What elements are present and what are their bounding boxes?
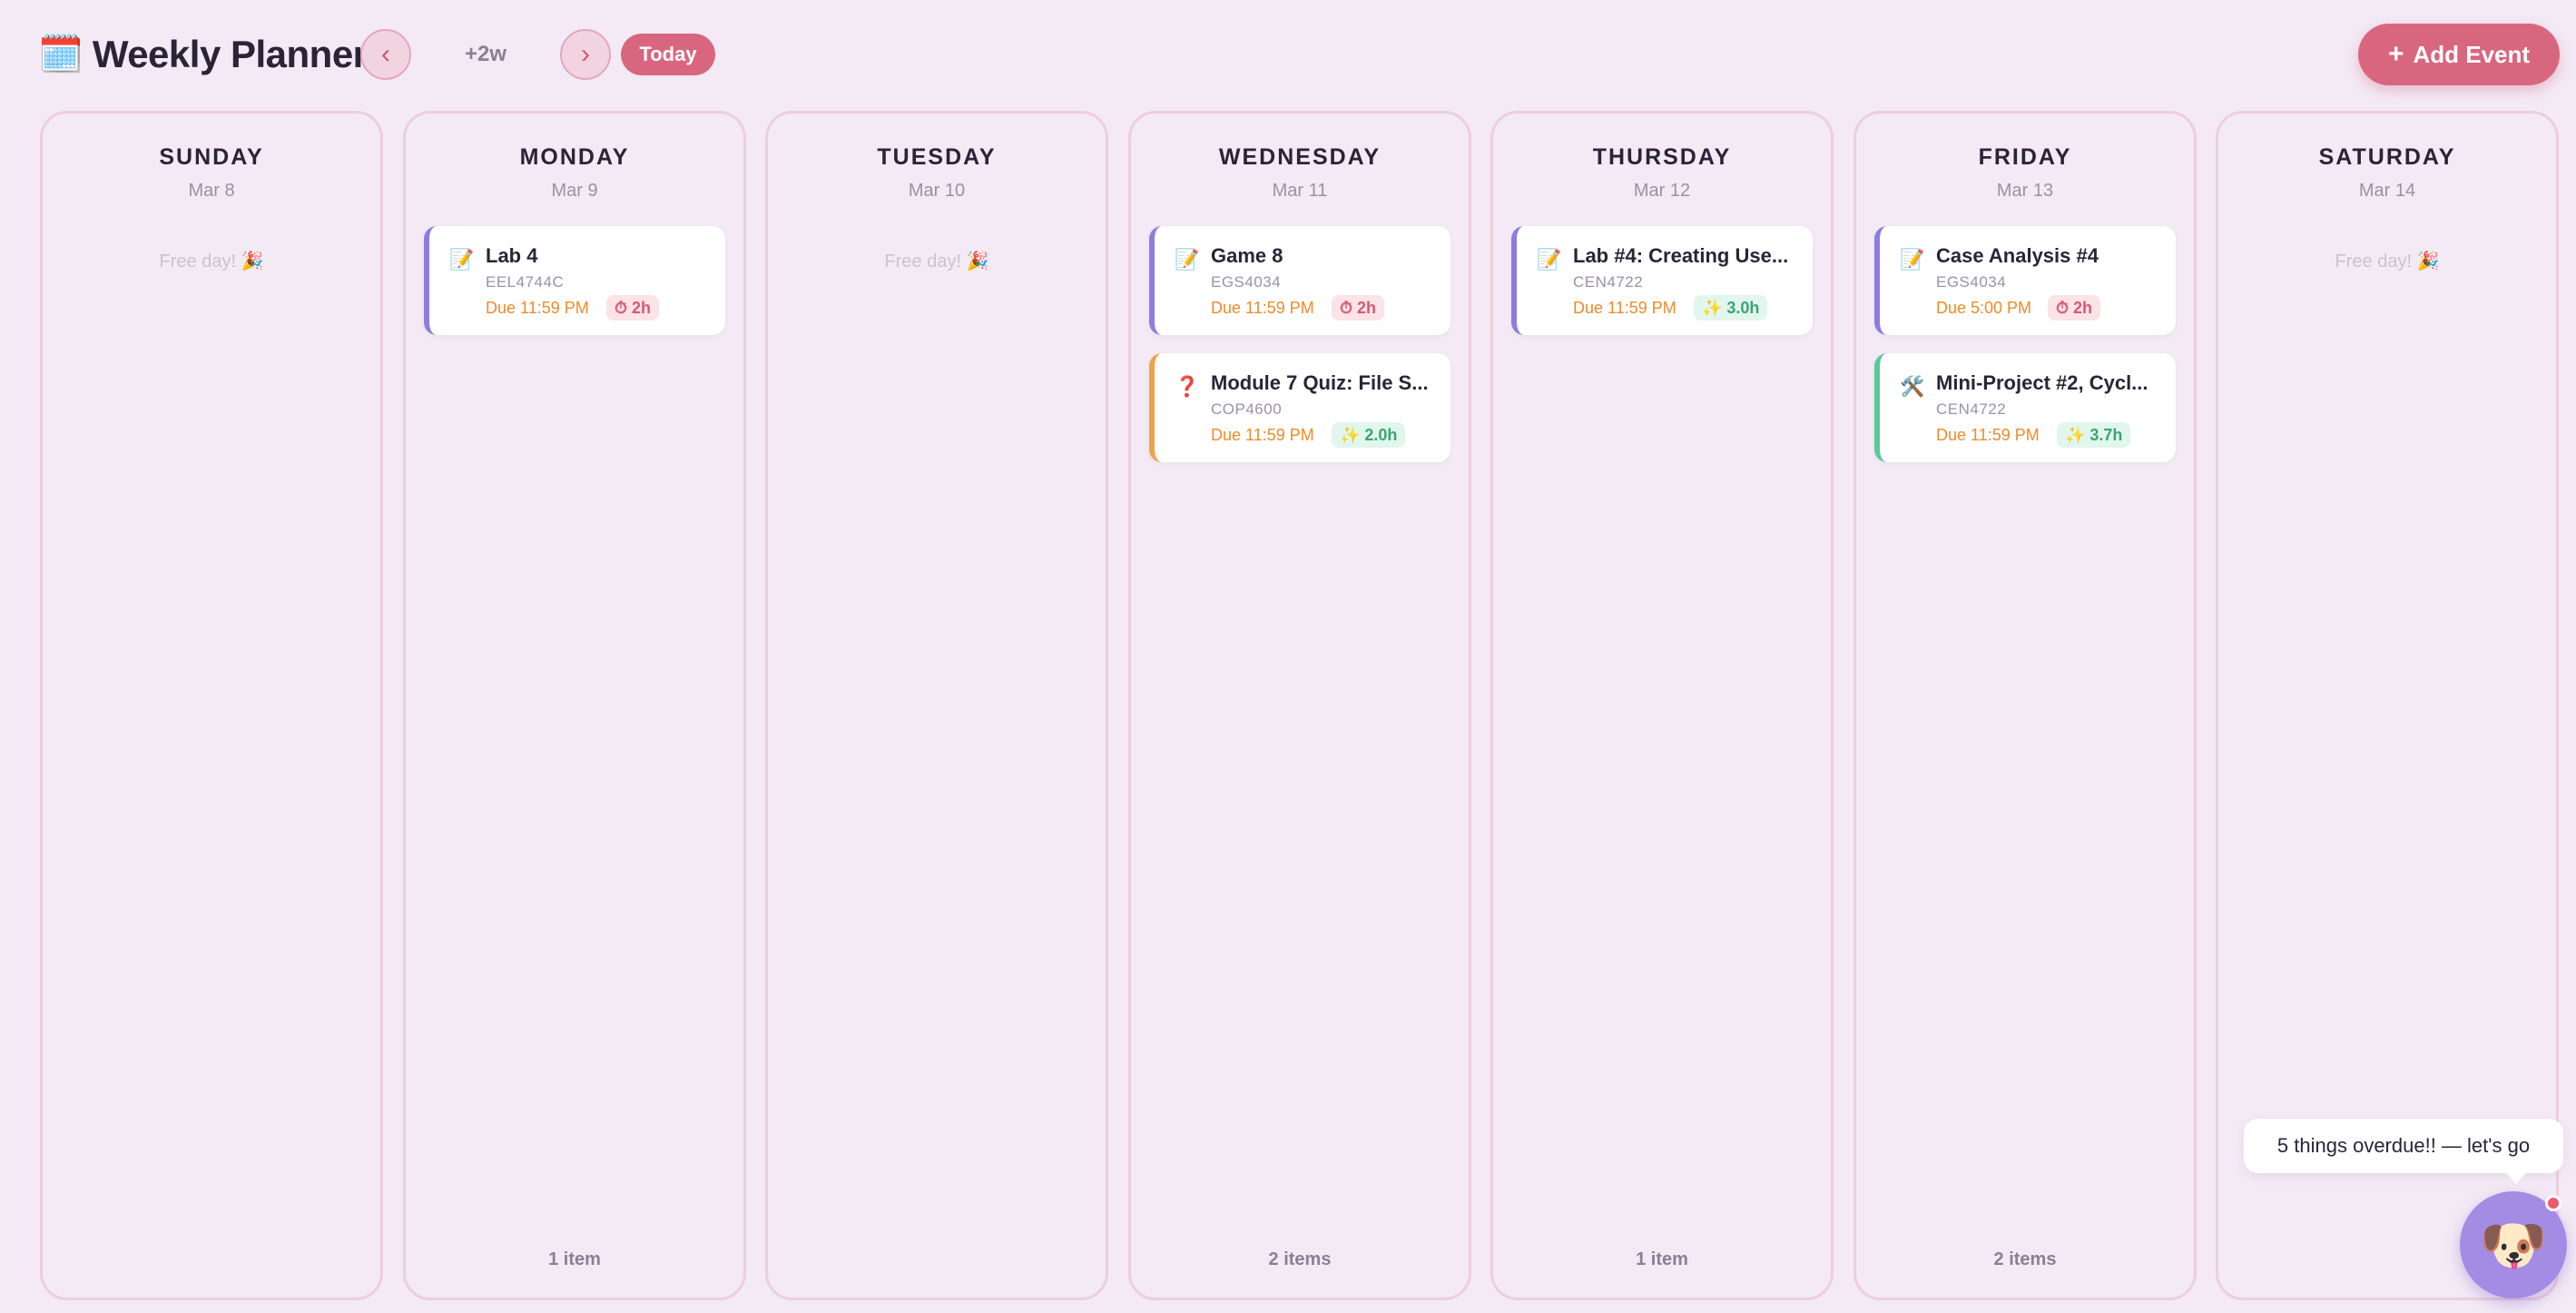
event-due-time: Due 11:59 PM [1211,426,1314,445]
event-title: Case Analysis #4 [1936,244,2168,268]
day-date: Mar 10 [768,181,1106,202]
range-label[interactable]: +2w [445,38,526,71]
day-date: Mar 11 [1131,181,1469,202]
event-course-code: CEN4722 [1573,273,1643,291]
day-name: MONDAY [406,144,743,171]
day-column-friday[interactable]: FRIDAY Mar 13 📝 Case Analysis #4 EGS4034 Due … [1853,111,2197,1300]
day-name: THURSDAY [1493,144,1831,171]
event-card[interactable]: 📝 Game 8 EGS4034 Due 11:59 PM ⏱ 2h [1149,226,1450,335]
free-day-label: Free day! 🎉 [2218,250,2556,272]
time-badge: ⏱ 2h [2048,295,2100,321]
day-name: TUESDAY [768,144,1106,171]
event-course-code: CEN4722 [1936,400,2006,419]
chevron-right-icon: › [581,39,590,70]
free-day-label: Free day! 🎉 [43,250,380,272]
event-card[interactable]: 📝 Case Analysis #4 EGS4034 Due 5:00 PM ⏱ 2h [1874,226,2176,335]
memo-icon: 📝 [449,250,474,270]
today-button[interactable]: Today [621,34,715,75]
event-card[interactable]: 🛠️ Mini-Project #2, Cycl... CEN4722 Due 11:… [1874,353,2176,462]
memo-icon: 📝 [1175,250,1199,270]
event-course-code: COP4600 [1211,400,1282,419]
day-name: FRIDAY [1856,144,2194,171]
week-grid: SUNDAY Mar 8 Free day! 🎉 MONDAY Mar 9 📝 Lab 4 E… [40,111,2560,1300]
time-badge: ⏱ 2h [606,295,659,321]
event-due-time: Due 11:59 PM [1211,299,1314,318]
event-title: Mini-Project #2, Cycl... [1936,371,2168,395]
page-title: Weekly Planner [93,33,368,76]
event-due-time: Due 5:00 PM [1936,299,2031,318]
estimate-badge: ✨ 3.0h [1694,295,1767,321]
event-due-time: Due 11:59 PM [1936,426,2040,445]
time-badge: ⏱ 2h [1332,295,1384,321]
tools-icon: 🛠️ [1900,377,1924,397]
event-card[interactable]: 📝 Lab 4 EEL4744C Due 11:59 PM ⏱ 2h [424,226,725,335]
event-title: Lab 4 [486,244,718,268]
day-name: SUNDAY [43,144,380,171]
event-due-time: Due 11:59 PM [1573,299,1676,318]
calendar-icon: 🗓️ [38,36,84,73]
day-column-wednesday[interactable]: WEDNESDAY Mar 11 📝 Game 8 EGS4034 Due 11:59 P… [1128,111,1471,1300]
event-course-code: EGS4034 [1936,273,2006,291]
event-title: Game 8 [1211,244,1443,268]
estimate-badge: ✨ 2.0h [1332,422,1405,448]
day-column-monday[interactable]: MONDAY Mar 9 📝 Lab 4 EEL4744C Due 11:59 PM ⏱ 2… [403,111,746,1300]
dog-mascot-icon: 🐶 [2480,1213,2548,1278]
next-week-button[interactable]: › [560,29,611,80]
free-day-label: Free day! 🎉 [768,250,1106,272]
event-course-code: EGS4034 [1211,273,1281,291]
add-event-label: Add Event [2413,41,2530,69]
event-card[interactable]: ❓ Module 7 Quiz: File S... COP4600 Due 11:5… [1149,353,1450,462]
day-date: Mar 9 [406,181,743,202]
day-item-count: 1 item [406,1249,743,1270]
event-card[interactable]: 📝 Lab #4: Creating Use... CEN4722 Due 11:59… [1511,226,1813,335]
day-item-count: 1 item [1493,1249,1831,1270]
estimate-badge: ✨ 3.7h [2057,422,2130,448]
add-event-button[interactable]: + Add Event [2358,24,2560,85]
memo-icon: 📝 [1537,250,1561,270]
page-title-wrap: 🗓️ Weekly Planner [38,27,368,82]
event-course-code: EEL4744C [486,273,564,291]
speech-bubble-tail [2505,1171,2527,1184]
day-name: SATURDAY [2218,144,2556,171]
event-title: Module 7 Quiz: File S... [1211,371,1443,395]
day-date: Mar 8 [43,181,380,202]
notification-dot [2545,1195,2561,1211]
day-date: Mar 14 [2218,181,2556,202]
previous-week-button[interactable]: ‹ [360,29,411,80]
day-date: Mar 12 [1493,181,1831,202]
plus-icon: + [2388,39,2404,70]
memo-icon: 📝 [1900,250,1924,270]
day-item-count: 2 items [1131,1249,1469,1270]
day-date: Mar 13 [1856,181,2194,202]
mascot-speech-bubble: 5 things overdue!! — let's go [2244,1119,2563,1173]
question-mark-icon: ❓ [1175,377,1199,397]
day-column-thursday[interactable]: THURSDAY Mar 12 📝 Lab #4: Creating Use... CE… [1490,111,1834,1300]
day-column-tuesday[interactable]: TUESDAY Mar 10 Free day! 🎉 [765,111,1108,1300]
event-due-time: Due 11:59 PM [486,299,589,318]
day-item-count: 2 items [1856,1249,2194,1270]
day-column-sunday[interactable]: SUNDAY Mar 8 Free day! 🎉 [40,111,383,1300]
top-bar: 🗓️ Weekly Planner ‹ +2w › Today + Add Ev… [0,0,2576,107]
day-name: WEDNESDAY [1131,144,1469,171]
event-title: Lab #4: Creating Use... [1573,244,1805,268]
chevron-left-icon: ‹ [381,39,390,70]
